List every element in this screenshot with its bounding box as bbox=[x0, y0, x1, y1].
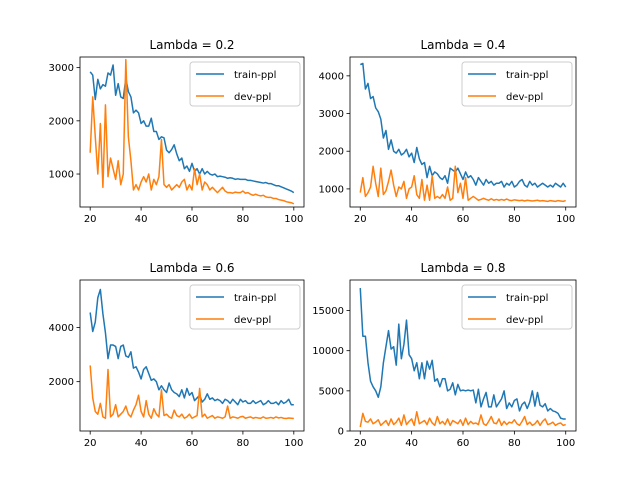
subplot-3: Lambda = 0.6 20 40 60 80 100 2000 4000 train-ppl… bbox=[49, 261, 305, 449]
x-tick-label: 60 bbox=[457, 438, 470, 449]
legend: train-ppl dev-ppl bbox=[189, 284, 301, 330]
legend-label-dev-ppl: dev-ppl bbox=[234, 92, 271, 103]
series-line-train-ppl bbox=[359, 62, 567, 188]
subplot-1: Lambda = 0.2 20 40 60 80 100 1000 2000 3000 train… bbox=[49, 38, 305, 225]
x-tick-label: 40 bbox=[405, 438, 418, 449]
subplot-title: Lambda = 0.6 bbox=[149, 261, 234, 275]
series-line-dev-ppl bbox=[89, 58, 295, 205]
x-tick-label: 60 bbox=[186, 438, 199, 449]
y-tick-label: 1000 bbox=[319, 184, 344, 195]
x-tick-label: 40 bbox=[135, 214, 148, 225]
legend-label-train-ppl: train-ppl bbox=[234, 293, 276, 304]
series-line-dev-ppl bbox=[359, 410, 566, 428]
legend-label-train-ppl: train-ppl bbox=[506, 70, 548, 81]
y-tick-label: 2000 bbox=[49, 116, 74, 127]
x-tick-label: 80 bbox=[237, 438, 250, 449]
y-tick-label: 2000 bbox=[319, 147, 344, 158]
subplot-4: Lambda = 0.8 20 40 60 80 100 0 5000 10000 15000 tr… bbox=[312, 261, 577, 449]
x-tick-label: 40 bbox=[405, 214, 418, 225]
y-tick-label: 4000 bbox=[49, 323, 74, 334]
x-tick-label: 80 bbox=[508, 214, 521, 225]
legend-label-train-ppl: train-ppl bbox=[506, 293, 548, 304]
x-tick-label: 40 bbox=[135, 438, 148, 449]
x-tick-label: 80 bbox=[237, 214, 250, 225]
legend-label-dev-ppl: dev-ppl bbox=[506, 315, 543, 326]
x-tick-label: 20 bbox=[84, 214, 97, 225]
subplot-title: Lambda = 0.8 bbox=[420, 261, 505, 275]
subplot-title: Lambda = 0.4 bbox=[420, 38, 505, 52]
legend: train-ppl dev-ppl bbox=[461, 284, 573, 330]
legend-label-dev-ppl: dev-ppl bbox=[234, 315, 271, 326]
y-tick-label: 2000 bbox=[49, 377, 74, 388]
series-line-train-ppl bbox=[89, 64, 295, 194]
x-tick-label: 20 bbox=[354, 214, 367, 225]
legend: train-ppl dev-ppl bbox=[461, 61, 573, 107]
x-tick-label: 100 bbox=[284, 438, 303, 449]
series-line-train-ppl bbox=[89, 288, 294, 406]
series-line-dev-ppl bbox=[89, 365, 294, 420]
series-line-train-ppl bbox=[359, 287, 566, 420]
y-tick-label: 3000 bbox=[49, 63, 74, 74]
x-tick-label: 60 bbox=[457, 214, 470, 225]
subplot-2: Lambda = 0.4 20 40 60 80 100 1000 2000 3000 4000 t… bbox=[319, 38, 577, 225]
y-tick-label: 5000 bbox=[319, 386, 344, 397]
series-line-dev-ppl bbox=[359, 165, 566, 203]
legend: train-ppl dev-ppl bbox=[189, 61, 301, 107]
x-tick-label: 20 bbox=[354, 438, 367, 449]
y-tick-label: 10000 bbox=[312, 346, 344, 357]
legend-box bbox=[189, 61, 301, 107]
legend-box bbox=[189, 284, 301, 330]
subplot-title: Lambda = 0.2 bbox=[149, 38, 234, 52]
y-tick-label: 1000 bbox=[49, 170, 74, 181]
legend-label-dev-ppl: dev-ppl bbox=[506, 92, 543, 103]
y-tick-label: 4000 bbox=[319, 71, 344, 82]
x-tick-label: 80 bbox=[508, 438, 521, 449]
y-tick-label: 3000 bbox=[319, 109, 344, 120]
x-tick-label: 100 bbox=[284, 214, 303, 225]
legend-box bbox=[461, 284, 573, 330]
x-tick-label: 60 bbox=[186, 214, 199, 225]
x-tick-label: 20 bbox=[84, 438, 97, 449]
legend-label-train-ppl: train-ppl bbox=[234, 70, 276, 81]
legend-box bbox=[461, 61, 573, 107]
y-tick-label: 15000 bbox=[312, 306, 344, 317]
x-tick-label: 100 bbox=[556, 438, 575, 449]
y-tick-label: 0 bbox=[338, 427, 344, 438]
x-tick-label: 100 bbox=[556, 214, 575, 225]
